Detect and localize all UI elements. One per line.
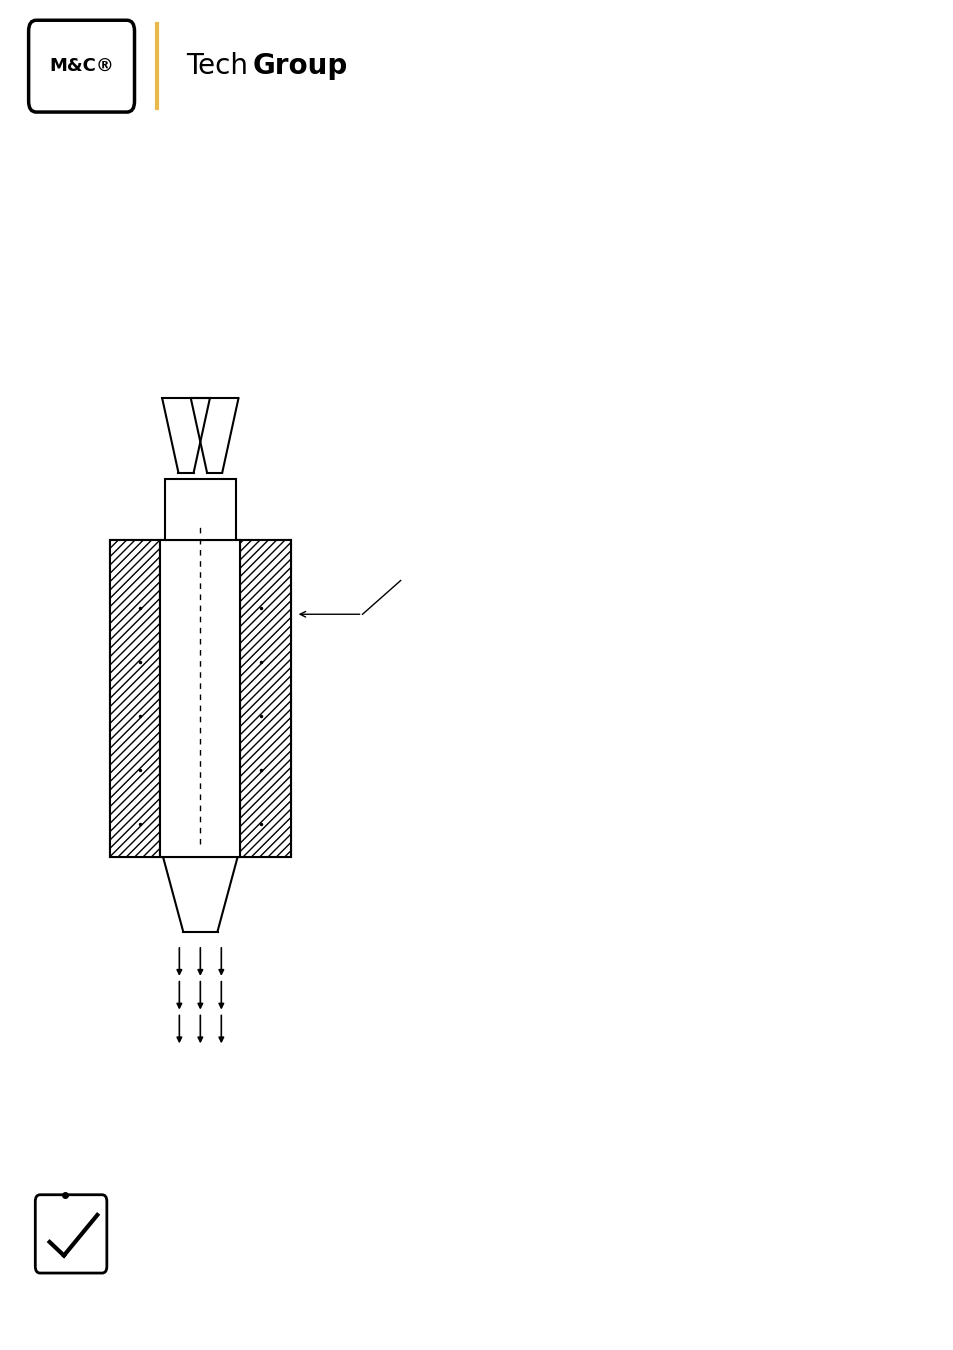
Bar: [165, 479, 235, 540]
FancyBboxPatch shape: [29, 20, 134, 112]
Bar: [240, 540, 291, 857]
FancyBboxPatch shape: [35, 1195, 107, 1273]
Text: Tech: Tech: [186, 53, 248, 80]
Bar: [110, 540, 160, 857]
Bar: [240, 540, 291, 857]
Bar: [110, 540, 160, 857]
Text: M&C®: M&C®: [49, 57, 114, 76]
Bar: [160, 540, 240, 857]
Bar: [110, 540, 291, 857]
Text: Group: Group: [253, 53, 348, 80]
